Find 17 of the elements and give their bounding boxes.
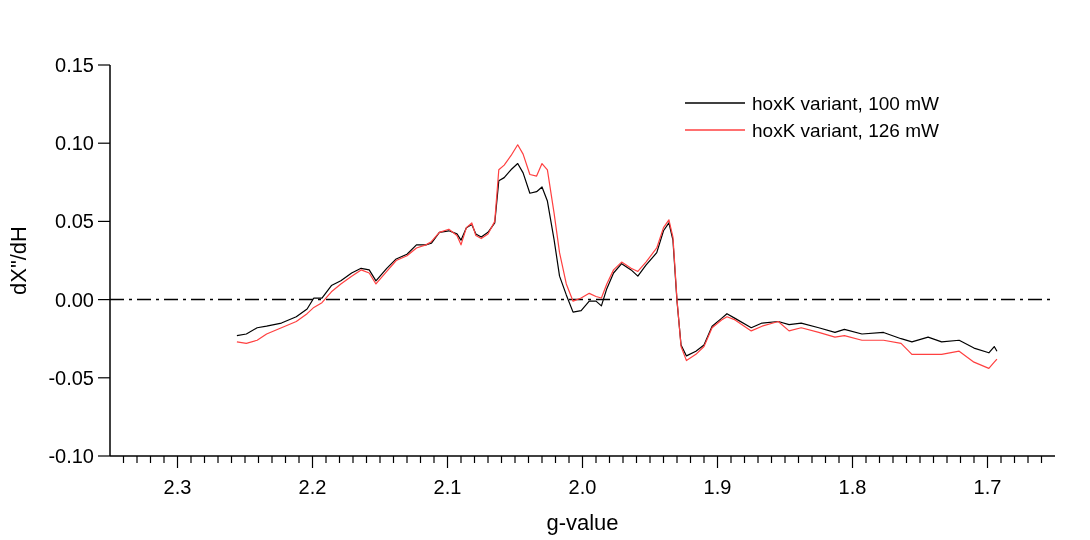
x-tick-label: 2.3 — [163, 476, 192, 498]
x-tick-label: 1.9 — [703, 476, 732, 498]
y-tick-label: -0.10 — [48, 445, 94, 467]
x-tick-label: 1.7 — [973, 476, 1002, 498]
y-tick-label: -0.05 — [48, 366, 94, 389]
y-axis-title: dX"/dH — [6, 226, 31, 295]
y-tick-label: 0.05 — [55, 210, 94, 233]
legend-label: hoxK variant, 126 mW — [752, 119, 939, 141]
y-tick-label: 0.15 — [55, 54, 94, 76]
y-tick-label: 0.10 — [55, 132, 94, 155]
x-tick-label: 2.2 — [298, 476, 327, 498]
x-tick-label: 2.1 — [433, 476, 462, 498]
x-tick-label: 1.8 — [838, 476, 867, 498]
x-tick-label: 2.0 — [568, 476, 597, 498]
y-tick-label: 0.00 — [55, 288, 94, 311]
legend-label: hoxK variant, 100 mW — [752, 92, 939, 114]
x-axis-title: g-value — [546, 510, 619, 535]
